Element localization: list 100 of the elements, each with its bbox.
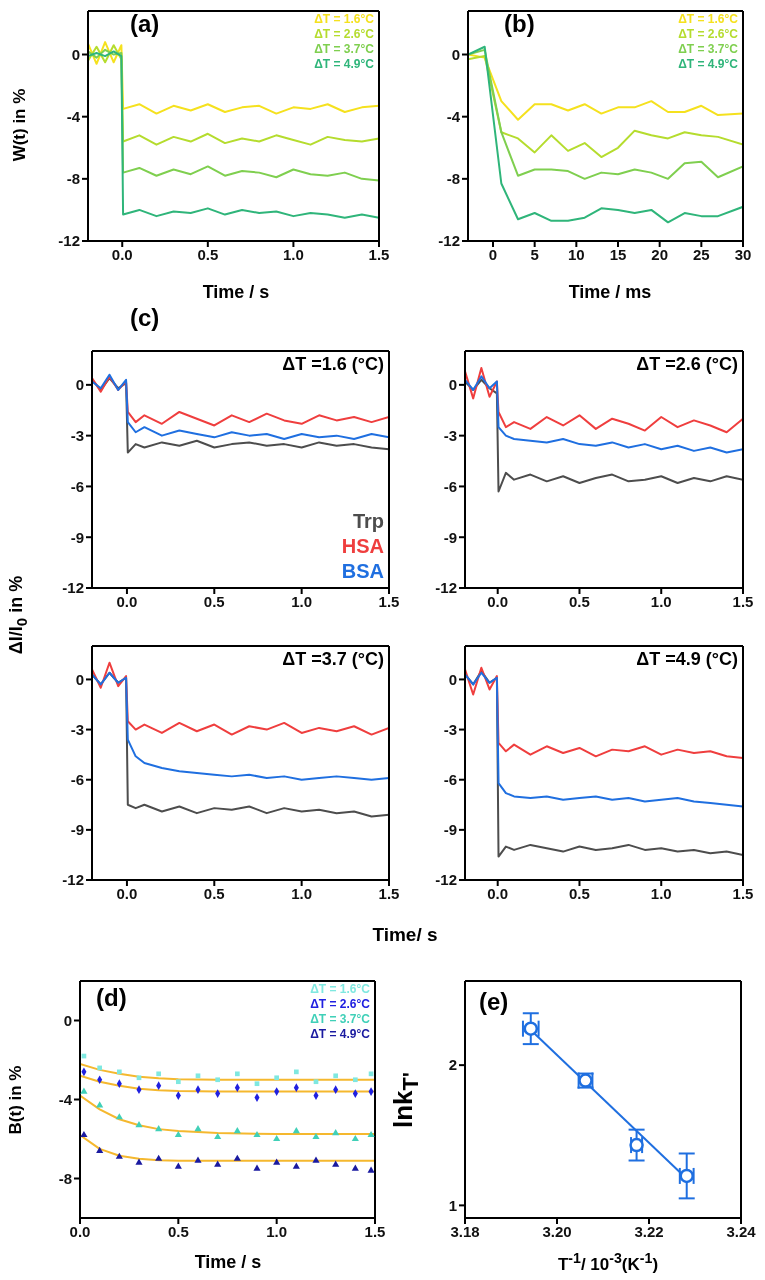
text: ΔT = 2.6°C (314, 27, 374, 41)
annotation: ΔT =3.7 (°C) (282, 649, 384, 669)
x-tick-label: 1.0 (291, 592, 313, 610)
point (254, 1081, 260, 1087)
annotation: ΔT =4.9 (°C) (636, 649, 738, 669)
y-tick-label: -12 (62, 579, 84, 597)
x-axis-title: Time / ms (568, 281, 652, 302)
x-tick-label: 15 (609, 245, 627, 263)
annotation: ΔT =2.6 (°C) (636, 354, 738, 374)
text: HSA (341, 535, 384, 557)
chart-title: (d) (96, 984, 127, 1011)
y-tick-label: -6 (443, 477, 457, 495)
point (136, 1075, 142, 1081)
point (332, 1160, 340, 1167)
y-axis-title: W(t) in % (10, 88, 29, 162)
x-axis-title: Time/ s (372, 924, 438, 945)
chart-title: (a) (130, 10, 160, 37)
x-tick-label: 20 (651, 245, 669, 263)
y-tick-label: 0 (75, 670, 84, 688)
x-tick-label: 0.5 (569, 884, 590, 902)
point (155, 1125, 163, 1132)
text: Trp (352, 510, 384, 532)
point (253, 1130, 261, 1138)
point (274, 1075, 280, 1081)
line-series (468, 55, 743, 159)
point (312, 1132, 320, 1140)
y-tick-label: -6 (70, 477, 84, 495)
point (292, 1126, 300, 1134)
line-series (468, 53, 743, 121)
y-tick-label: -12 (435, 871, 457, 889)
line-series (92, 375, 389, 427)
x-tick-label: 0.0 (487, 592, 509, 610)
line-series (465, 671, 743, 808)
y-tick-label: -8 (446, 170, 460, 188)
point (174, 1130, 182, 1138)
x-tick-label: 3.18 (450, 1222, 480, 1240)
line-series (92, 671, 389, 781)
x-tick-label: 0.0 (116, 592, 138, 610)
point (116, 1069, 122, 1075)
y-tick-label: -6 (443, 771, 457, 789)
point (293, 1069, 299, 1075)
x-tick-label: 3.20 (542, 1222, 572, 1240)
x-tick-label: 1.0 (650, 884, 672, 902)
point (313, 1079, 319, 1085)
x-tick-label: 1.5 (732, 884, 754, 902)
y-tick-label: -8 (58, 1169, 72, 1187)
x-tick-label: 0.0 (69, 1222, 91, 1240)
y-tick-label: -6 (70, 771, 84, 789)
x-tick-label: 1.0 (650, 592, 672, 610)
y-tick-label: -3 (443, 426, 457, 444)
y-tick-label: 0 (451, 45, 460, 63)
x-tick-label: 3.24 (726, 1222, 757, 1240)
text: ΔT = 1.6°C (310, 982, 370, 996)
x-tick-label: 1.0 (282, 245, 304, 263)
x-tick-label: 1.5 (378, 884, 400, 902)
text: ΔT = 4.9°C (678, 57, 738, 71)
x-tick-label: 0.0 (111, 245, 133, 263)
y-tick-label: -3 (70, 426, 84, 444)
point (96, 1146, 104, 1153)
line-series (92, 373, 389, 441)
y-tick-label: 0 (448, 670, 457, 688)
point (253, 1164, 261, 1171)
text: ΔT = 3.7°C (314, 42, 374, 56)
x-axis-title: T$^{-1}$/ 10$^{-3}$(K$^{-1}$) (557, 1249, 659, 1274)
point (351, 1134, 359, 1142)
y-tick-label: 1 (448, 1196, 457, 1214)
annotation: ΔT =1.6 (°C) (282, 354, 384, 374)
chart-title: (e) (479, 988, 509, 1015)
point (195, 1073, 201, 1079)
x-tick-label: 1.5 (364, 1222, 386, 1240)
point (155, 1154, 163, 1161)
y-tick-label: 0 (63, 1011, 72, 1029)
line-series (88, 41, 379, 115)
point (97, 1065, 103, 1071)
point (174, 1162, 182, 1169)
text: ΔT = 3.7°C (310, 1012, 370, 1026)
x-tick-label: 1.5 (732, 592, 754, 610)
y-tick-label: 0 (75, 376, 84, 394)
x-tick-label: 0 (488, 245, 498, 263)
y-tick-label: -12 (438, 232, 460, 250)
point (115, 1152, 123, 1159)
point (233, 1154, 241, 1161)
point (332, 1128, 340, 1136)
y-axis-title: B(t) in % (6, 1065, 25, 1135)
text: ΔT = 2.6°C (310, 997, 370, 1011)
text: ΔT = 1.6°C (314, 12, 374, 26)
point (135, 1121, 143, 1128)
text: ΔT = 1.6°C (678, 12, 738, 26)
y-tick-label: -12 (435, 579, 457, 597)
x-tick-label: 0.5 (197, 245, 219, 263)
x-tick-label: 10 (567, 245, 585, 263)
point (273, 1134, 281, 1142)
chart-title: (b) (504, 10, 535, 37)
text: ΔT = 4.9°C (314, 57, 374, 71)
text: BSA (341, 560, 384, 582)
x-axis-title: Time / s (202, 281, 270, 302)
point (135, 1158, 143, 1165)
y-tick-label: -8 (66, 170, 80, 188)
x-tick-label: 0.5 (569, 592, 590, 610)
point (215, 1077, 221, 1083)
